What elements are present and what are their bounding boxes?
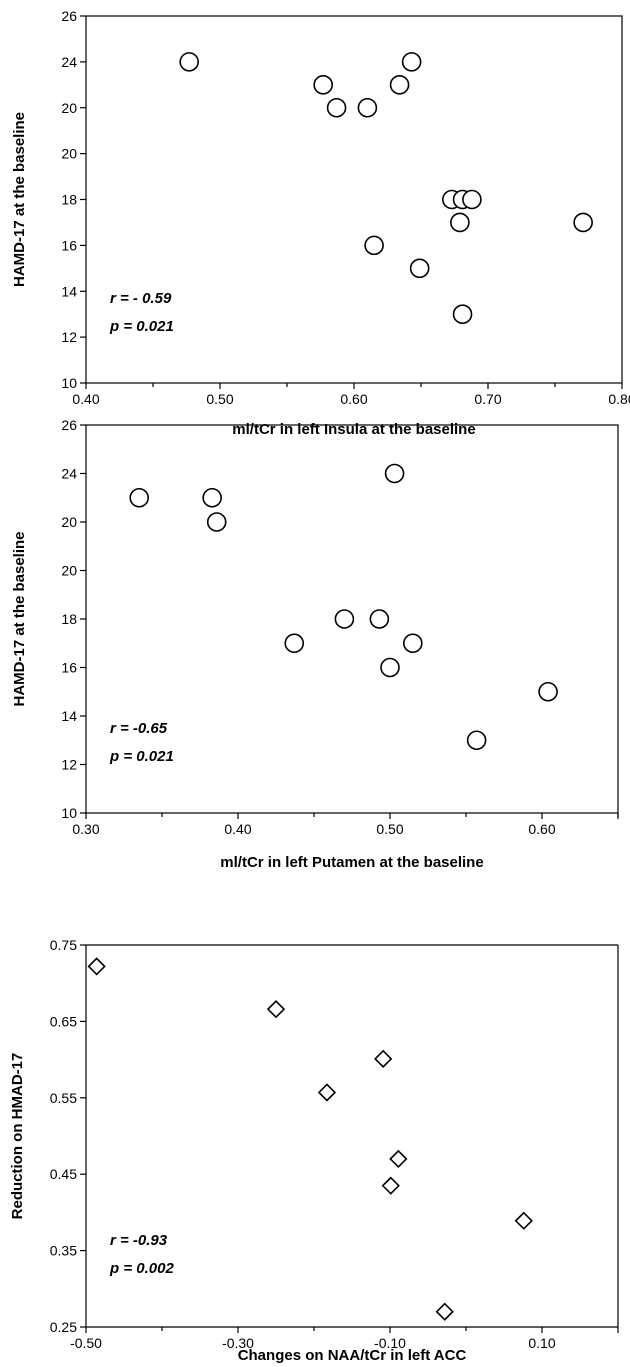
x-tick-label: 0.60 — [528, 821, 555, 837]
y-axis-title: HAMD-17 at the baseline — [11, 112, 28, 287]
data-point — [381, 1176, 400, 1195]
x-tick-label: 0.50 — [376, 821, 403, 837]
correlation-r-label: r = - 0.59 — [110, 290, 172, 307]
x-tick-label: -0.50 — [70, 1335, 102, 1351]
y-tick-label: 10 — [61, 375, 77, 391]
y-tick-label: 0.25 — [50, 1319, 77, 1335]
data-point — [462, 189, 482, 210]
data-point — [538, 681, 558, 702]
data-point — [389, 1149, 408, 1169]
x-tick-label: 0.40 — [224, 821, 251, 837]
data-point — [357, 97, 378, 118]
x-tick-label: 0.50 — [206, 391, 233, 407]
data-point — [179, 52, 199, 72]
p-value-label: p = 0.021 — [109, 748, 174, 765]
data-point — [206, 512, 227, 532]
y-tick-label: 0.35 — [50, 1243, 77, 1259]
y-tick-label: 24 — [61, 466, 77, 482]
y-tick-label: 20 — [61, 146, 77, 162]
data-point — [402, 633, 423, 654]
x-tick-label: 0.10 — [528, 1335, 555, 1351]
x-tick-label: -0.30 — [222, 1335, 254, 1351]
data-point — [435, 1302, 454, 1321]
x-tick-label: -0.10 — [374, 1335, 406, 1351]
data-point — [326, 97, 347, 118]
data-point — [364, 235, 384, 256]
x-tick-label: 0.40 — [72, 391, 99, 407]
correlation-r-label: r = -0.65 — [110, 720, 168, 737]
x-tick-label: 0.70 — [474, 391, 501, 407]
y-axis-title: HAMD-17 at the baseline — [11, 531, 28, 706]
correlation-r-label: r = -0.93 — [110, 1232, 168, 1249]
data-point — [389, 75, 410, 95]
y-tick-label: 0.55 — [50, 1090, 77, 1106]
y-axis-title: Reduction on HMAD-17 — [9, 1053, 26, 1220]
data-point — [313, 75, 333, 95]
data-point — [450, 212, 470, 233]
y-tick-label: 20 — [61, 514, 77, 530]
data-point — [409, 258, 430, 279]
y-tick-label: 20 — [61, 100, 77, 116]
data-point — [284, 633, 305, 654]
data-point — [87, 957, 106, 976]
y-tick-label: 16 — [61, 237, 77, 253]
data-point — [466, 730, 487, 751]
y-tick-label: 12 — [61, 329, 77, 345]
y-tick-label: 16 — [61, 660, 77, 676]
y-tick-label: 26 — [61, 417, 77, 433]
data-point — [380, 657, 400, 678]
y-tick-label: 10 — [61, 805, 77, 821]
data-point — [384, 463, 405, 484]
data-point — [266, 1000, 286, 1019]
data-point — [452, 304, 473, 324]
scatter-panel-3: -0.50 -0.30 -0.10 0.10 0.25 0.35 0.45 0.55 0.65 0… — [9, 937, 619, 1364]
x-tick-label: 0.60 — [340, 391, 367, 407]
x-axis-title: Changes on NAA/tCr in left ACC — [238, 1347, 467, 1364]
y-tick-label: 14 — [61, 708, 77, 724]
y-tick-label: 14 — [61, 283, 77, 299]
data-point — [401, 52, 422, 72]
y-tick-label: 0.75 — [50, 937, 77, 953]
data-point — [202, 487, 222, 508]
data-point — [514, 1211, 533, 1230]
y-tick-label: 18 — [61, 611, 77, 627]
x-tick-label: 0.30 — [72, 821, 99, 837]
y-tick-label: 26 — [61, 8, 77, 24]
data-point — [334, 609, 355, 629]
data-point — [573, 212, 593, 233]
data-point — [129, 487, 149, 508]
y-tick-label: 0.45 — [50, 1166, 77, 1182]
x-tick-label: 0.80 — [608, 391, 630, 407]
y-tick-label: 24 — [61, 54, 77, 70]
y-tick-label: 18 — [61, 192, 77, 208]
x-axis-title: ml/tCr in left Putamen at the baseline — [220, 854, 483, 871]
data-point — [317, 1083, 337, 1102]
data-point — [369, 609, 390, 629]
data-point — [374, 1049, 393, 1068]
x-axis-title: ml/tCr in left Insula at the baseline — [232, 421, 475, 438]
p-value-label: p = 0.002 — [109, 1260, 174, 1277]
scatter-panel-2: 0.30 0.40 0.50 0.60 10 12 14 16 18 20 20 24 26 ml/tCr… — [11, 417, 619, 871]
y-tick-label: 12 — [61, 757, 77, 773]
y-tick-label: 0.65 — [50, 1013, 77, 1029]
p-value-label: p = 0.021 — [109, 318, 174, 335]
y-tick-label: 20 — [61, 563, 77, 579]
scatter-panel-1: 0.40 0.50 0.60 0.70 0.80 10 12 14 16 18 20 20 24 26 ml… — [11, 8, 630, 438]
